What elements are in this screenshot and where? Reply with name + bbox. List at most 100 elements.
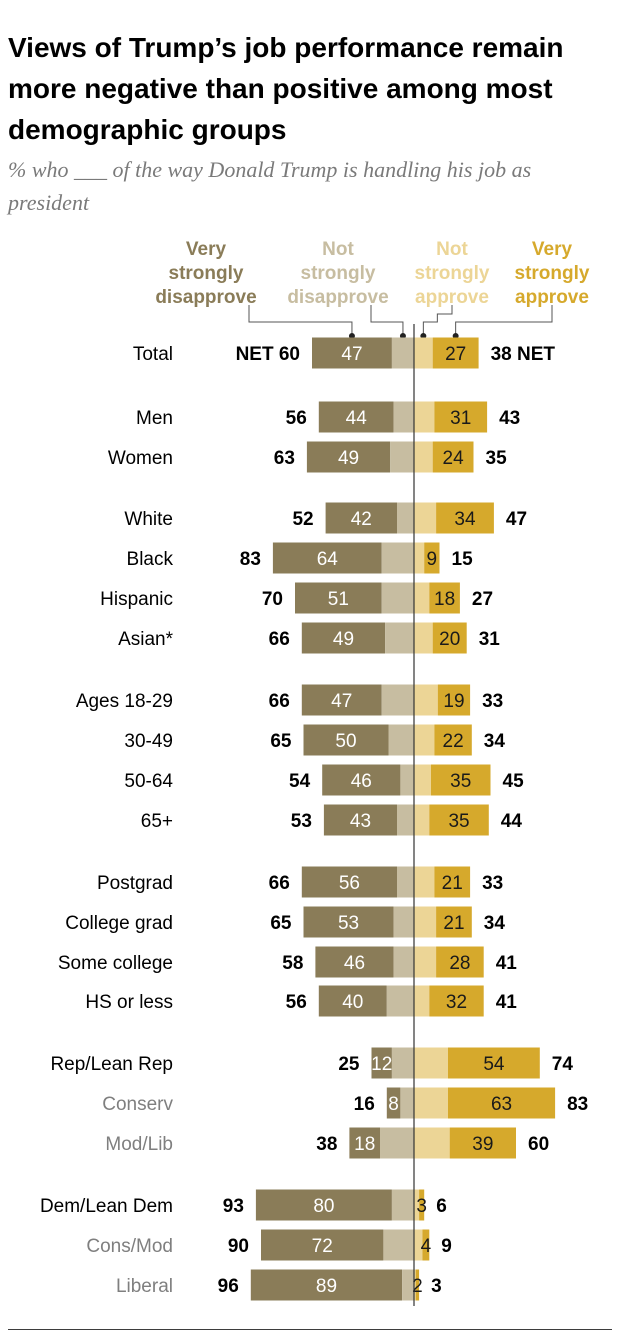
bar-very-strongly-approve — [448, 1087, 556, 1119]
row-label-dem-lean-dem: Dem/Lean Dem — [40, 1196, 173, 1217]
bar-not-strongly-approve — [414, 684, 438, 716]
net-disapprove-value: 70 — [262, 589, 283, 610]
legend-line: strongly — [515, 263, 590, 284]
row-label-some-college: Some college — [58, 953, 173, 974]
bar-not-strongly-disapprove — [400, 764, 414, 796]
net-disapprove-value: 63 — [274, 448, 295, 469]
value-very-strongly-approve: 22 — [443, 731, 464, 752]
bar-very-strongly-approve — [436, 906, 472, 938]
bar-very-strongly-approve — [449, 1127, 516, 1159]
value-very-strongly-approve: 9 — [427, 549, 438, 570]
bar-not-strongly-approve — [414, 542, 425, 574]
legend-line: Very — [532, 239, 573, 260]
value-very-strongly-approve: 21 — [443, 913, 464, 934]
bar-very-strongly-approve — [432, 337, 479, 369]
row-label-cons-mod: Cons/Mod — [86, 1236, 173, 1257]
net-disapprove-value: 90 — [228, 1236, 249, 1257]
net-disapprove-value: 93 — [223, 1196, 244, 1217]
legend-line: strongly — [301, 263, 376, 284]
net-approve-value: 27 — [472, 589, 493, 610]
bar-not-strongly-approve — [414, 441, 433, 473]
bar-very-strongly-disapprove — [323, 804, 397, 836]
value-very-strongly-approve: 35 — [448, 811, 469, 832]
net-approve-value: 3 — [431, 1276, 442, 1297]
value-very-strongly-approve: 19 — [443, 691, 464, 712]
bar-very-strongly-approve — [429, 804, 489, 836]
value-very-strongly-disapprove: 47 — [331, 691, 352, 712]
bar-very-strongly-approve — [448, 1047, 540, 1079]
value-very-strongly-approve: 24 — [443, 448, 465, 469]
leader-not-strongly-approve — [422, 305, 453, 336]
bar-very-strongly-disapprove — [318, 401, 394, 433]
bar-very-strongly-disapprove — [322, 764, 401, 796]
bar-not-strongly-disapprove — [385, 622, 414, 654]
net-disapprove-value: 66 — [269, 691, 290, 712]
legend-very-strongly-disapprove: Very strongly disapprove — [155, 239, 256, 308]
row-label-total: Total — [133, 344, 173, 365]
bar-very-strongly-approve — [436, 946, 484, 978]
bar-very-strongly-disapprove — [255, 1189, 392, 1221]
bar-very-strongly-approve — [429, 582, 460, 614]
bar-very-strongly-approve — [436, 502, 494, 534]
bar-very-strongly-disapprove — [371, 1047, 392, 1079]
value-very-strongly-approve: 21 — [442, 873, 463, 894]
bar-very-strongly-disapprove — [301, 684, 382, 716]
net-disapprove-value: 65 — [270, 731, 292, 752]
net-approve-value: 35 — [486, 448, 508, 469]
value-very-strongly-disapprove: 64 — [317, 549, 339, 570]
bar-not-strongly-approve — [414, 724, 435, 756]
value-very-strongly-approve: 4 — [421, 1236, 432, 1257]
value-very-strongly-approve: 28 — [449, 953, 470, 974]
bar-not-strongly-disapprove — [400, 1087, 414, 1119]
bar-very-strongly-disapprove — [349, 1127, 380, 1159]
bar-very-strongly-disapprove — [272, 542, 382, 574]
net-disapprove-value: 52 — [292, 509, 313, 530]
value-very-strongly-disapprove: 49 — [333, 629, 354, 650]
value-very-strongly-approve: 3 — [416, 1196, 427, 1217]
row-label-hispanic: Hispanic — [100, 589, 173, 610]
bar-very-strongly-disapprove — [318, 985, 387, 1017]
bar-very-strongly-approve — [434, 724, 472, 756]
value-very-strongly-disapprove: 46 — [351, 771, 372, 792]
value-very-strongly-disapprove: 80 — [313, 1196, 334, 1217]
bar-not-strongly-approve — [414, 1047, 448, 1079]
row-label-30-49: 30-49 — [124, 731, 173, 752]
net-approve-value: 74 — [552, 1054, 574, 1075]
bar-not-strongly-disapprove — [380, 1127, 414, 1159]
bar-very-strongly-disapprove — [261, 1229, 384, 1261]
net-disapprove-value: 16 — [354, 1094, 375, 1115]
net-disapprove-value: 58 — [282, 953, 303, 974]
bar-very-strongly-approve — [432, 622, 467, 654]
value-very-strongly-disapprove: 51 — [328, 589, 349, 610]
value-very-strongly-approve: 39 — [472, 1134, 493, 1155]
chart-title: Views of Trump’s job performance remain … — [8, 32, 564, 145]
bar-very-strongly-disapprove — [250, 1269, 403, 1301]
bar-not-strongly-disapprove — [386, 985, 414, 1017]
bar-not-strongly-approve — [414, 1269, 416, 1301]
bar-not-strongly-disapprove — [393, 401, 414, 433]
net-approve-value: 34 — [484, 731, 506, 752]
bar-not-strongly-approve — [414, 582, 430, 614]
value-very-strongly-approve: 32 — [446, 992, 467, 1013]
bar-not-strongly-approve — [414, 1229, 423, 1261]
net-approve-value: 60 — [528, 1134, 549, 1155]
bar-not-strongly-disapprove — [381, 582, 414, 614]
bar-very-strongly-approve — [415, 1269, 420, 1301]
net-approve-value: 31 — [479, 629, 501, 650]
bar-not-strongly-approve — [414, 502, 437, 534]
bar-not-strongly-approve — [414, 1127, 450, 1159]
leader-very-strongly-disapprove — [248, 305, 353, 336]
bar-not-strongly-approve — [414, 1189, 420, 1221]
bar-very-strongly-approve — [431, 764, 491, 796]
bar-very-strongly-approve — [429, 985, 484, 1017]
net-approve-value: 34 — [484, 913, 506, 934]
value-very-strongly-disapprove: 12 — [371, 1054, 392, 1075]
bar-not-strongly-approve — [414, 946, 437, 978]
bar-not-strongly-approve — [414, 804, 430, 836]
bar-very-strongly-disapprove — [386, 1087, 401, 1119]
bar-very-strongly-disapprove — [315, 946, 394, 978]
value-very-strongly-approve: 20 — [439, 629, 460, 650]
net-disapprove-value: 25 — [338, 1054, 360, 1075]
row-label-hs-or-less: HS or less — [85, 992, 173, 1013]
bar-not-strongly-approve — [414, 985, 430, 1017]
